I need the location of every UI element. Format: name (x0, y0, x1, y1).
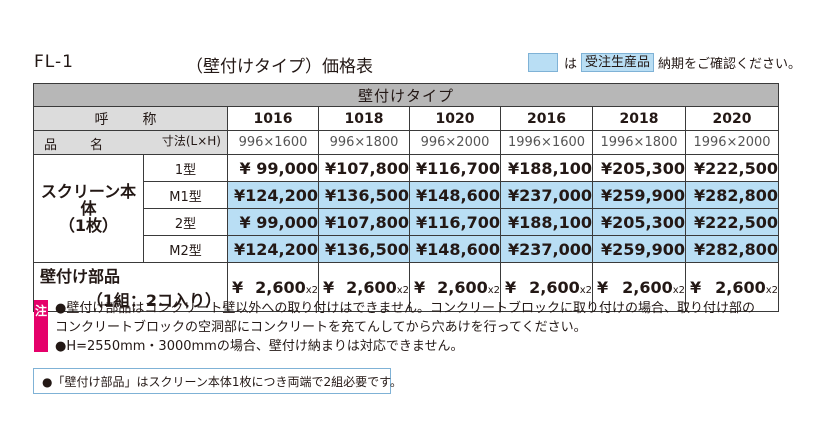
price-cell: ¥188,100 (500, 154, 593, 182)
parts-price: 2,600 (529, 277, 580, 297)
made-to-order-legend: は 受注生産品 納期をご確認ください。 (528, 52, 801, 72)
yen-sign: ¥ (690, 277, 702, 297)
parts-price-cell: ¥2,600x2 (227, 262, 319, 312)
price-cell: ¥282,800 (684, 181, 780, 209)
code-row: 呼 称 1016 1018 1020 2016 2018 2020 (33, 106, 780, 131)
parts-price-cell: ¥2,600x2 (409, 262, 501, 312)
parts-price: 2,600 (437, 277, 488, 297)
yen-sign: ¥ (414, 277, 426, 297)
parts-price-cell: ¥2,600x2 (592, 262, 686, 312)
parts-qty: （1組：2コ入り） (86, 291, 221, 310)
group-name-1: スクリーン本体 （1枚） (40, 182, 137, 235)
type-cell: 1型 (143, 154, 228, 182)
price-row-m2: M2型 ¥124,200 ¥136,500 ¥148,600 ¥237,000 … (34, 235, 780, 263)
type-cell: M2型 (143, 235, 228, 263)
size-cell: 996×1600 (227, 130, 319, 155)
price-cell: ¥205,300 (592, 154, 686, 182)
price-cell: ¥148,600 (409, 235, 501, 263)
notes-block: ●壁付け部品はコンクリート壁以外への取り付けはできません。コンクリートブロックに… (55, 299, 755, 356)
price-row-2: 2型 ¥ 99,000 ¥107,800 ¥116,700 ¥188,100 ¥… (34, 208, 780, 236)
parts-label: 壁付け部品 (40, 267, 121, 286)
parts-mult: x2 (579, 284, 592, 296)
price-row-1: スクリーン本体 （1枚） 1型 ¥ 99,000 ¥107,800 ¥116,7… (33, 154, 780, 263)
price-cell: ¥259,900 (592, 181, 686, 209)
code-cell: 2018 (592, 106, 686, 131)
note-line-3: ●H=2550mm・3000mmの場合、壁付け納まりは対応できません。 (55, 339, 464, 354)
note-line-1: ●壁付け部品はコンクリート壁以外への取り付けはできません。コンクリートブロックに… (55, 301, 755, 316)
price-table: 壁付けタイプ 呼 称 1016 1018 1020 2016 2018 2020… (32, 83, 780, 312)
price-cell: ¥ 99,000 (227, 154, 319, 182)
price-row-m1: M1型 ¥124,200 ¥136,500 ¥148,600 ¥237,000 … (34, 181, 780, 209)
legend-tail: 納期をご確認ください。 (658, 56, 802, 72)
size-cell: 1996×1600 (500, 130, 593, 155)
size-cell: 996×2000 (409, 130, 501, 155)
price-cell: ¥116,700 (409, 208, 501, 236)
legend-is: は (564, 56, 578, 72)
name-label: 品 名 (44, 138, 114, 153)
parts-mult: x2 (487, 284, 500, 296)
highlight-swatch (528, 52, 558, 72)
price-cell: ¥124,200 (227, 181, 319, 209)
price-cell: ¥136,500 (318, 235, 410, 263)
parts-price-cell: ¥2,600x2 (318, 262, 410, 312)
parts-mult: x2 (765, 284, 779, 296)
parts-price: 2,600 (622, 277, 673, 297)
yen-sign: ¥ (505, 277, 517, 297)
yen-sign: ¥ (232, 277, 244, 297)
parts-mult: x2 (396, 284, 409, 296)
parts-price: 2,600 (715, 277, 766, 297)
caution-badge: 注 (34, 300, 48, 352)
price-cell: ¥282,800 (684, 235, 780, 263)
code-cell: 1020 (409, 106, 501, 131)
size-cell: 1996×2000 (684, 130, 780, 155)
made-to-order-tag: 受注生産品 (581, 52, 655, 72)
price-cell: ¥107,800 (318, 208, 410, 236)
code-cell: 1018 (318, 106, 410, 131)
price-cell: ¥188,100 (500, 208, 593, 236)
price-cell: ¥237,000 (500, 235, 593, 263)
bottom-note-box: ●「壁付け部品」はスクリーン本体1枚につき両端で2組必要です。 (33, 368, 402, 394)
price-cell: ¥ 99,000 (227, 208, 319, 236)
page-title: （壁付けタイプ）価格表 (186, 57, 373, 77)
parts-mult: x2 (305, 284, 318, 296)
size-label: 寸法(L×H) (161, 134, 221, 148)
parts-price: 2,600 (255, 277, 306, 297)
yen-sign: ¥ (323, 277, 335, 297)
price-cell: ¥222,500 (684, 154, 780, 182)
code-cell: 1016 (227, 106, 319, 131)
yobi-label: 呼 称 (33, 106, 228, 131)
size-cell: 1996×1800 (592, 130, 686, 155)
parts-price-cell: ¥2,600x2 (684, 262, 780, 312)
bottom-note: ●「壁付け部品」はスクリーン本体1枚につき両端で2組必要です。 (42, 374, 402, 389)
price-cell: ¥259,900 (592, 235, 686, 263)
parts-price-cell: ¥2,600x2 (500, 262, 593, 312)
size-cell: 996×1800 (318, 130, 410, 155)
price-cell: ¥237,000 (500, 181, 593, 209)
note-line-2: コンクリートブロックの空洞部にコンクリートを充てんしてから穴あけを行ってください… (55, 320, 587, 335)
type-cell: 2型 (143, 208, 228, 236)
table-band: 壁付けタイプ (32, 83, 780, 107)
model-code: FL-1 (34, 52, 74, 72)
price-cell: ¥124,200 (227, 235, 319, 263)
price-cell: ¥205,300 (592, 208, 686, 236)
price-cell: ¥136,500 (318, 181, 410, 209)
parts-mult: x2 (672, 284, 685, 296)
parts-price: 2,600 (346, 277, 397, 297)
band-title: 壁付けタイプ (32, 83, 780, 107)
parts-label-cell: 壁付け部品 （1組：2コ入り） (33, 262, 228, 312)
size-row: 寸法(L×H) 品 名 996×1600 996×1800 996×2000 1… (33, 130, 780, 155)
price-cell: ¥107,800 (318, 154, 410, 182)
price-cell: ¥116,700 (409, 154, 501, 182)
screen-body-label: スクリーン本体 （1枚） (33, 154, 144, 263)
size-name-header: 寸法(L×H) 品 名 (33, 130, 228, 155)
yen-sign: ¥ (597, 277, 609, 297)
type-cell: M1型 (143, 181, 228, 209)
code-cell: 2016 (500, 106, 593, 131)
parts-row: 壁付け部品 （1組：2コ入り） ¥2,600x2 ¥2,600x2 ¥2,600… (33, 262, 780, 312)
price-cell: ¥222,500 (684, 208, 780, 236)
price-cell: ¥148,600 (409, 181, 501, 209)
code-cell: 2020 (684, 106, 780, 131)
